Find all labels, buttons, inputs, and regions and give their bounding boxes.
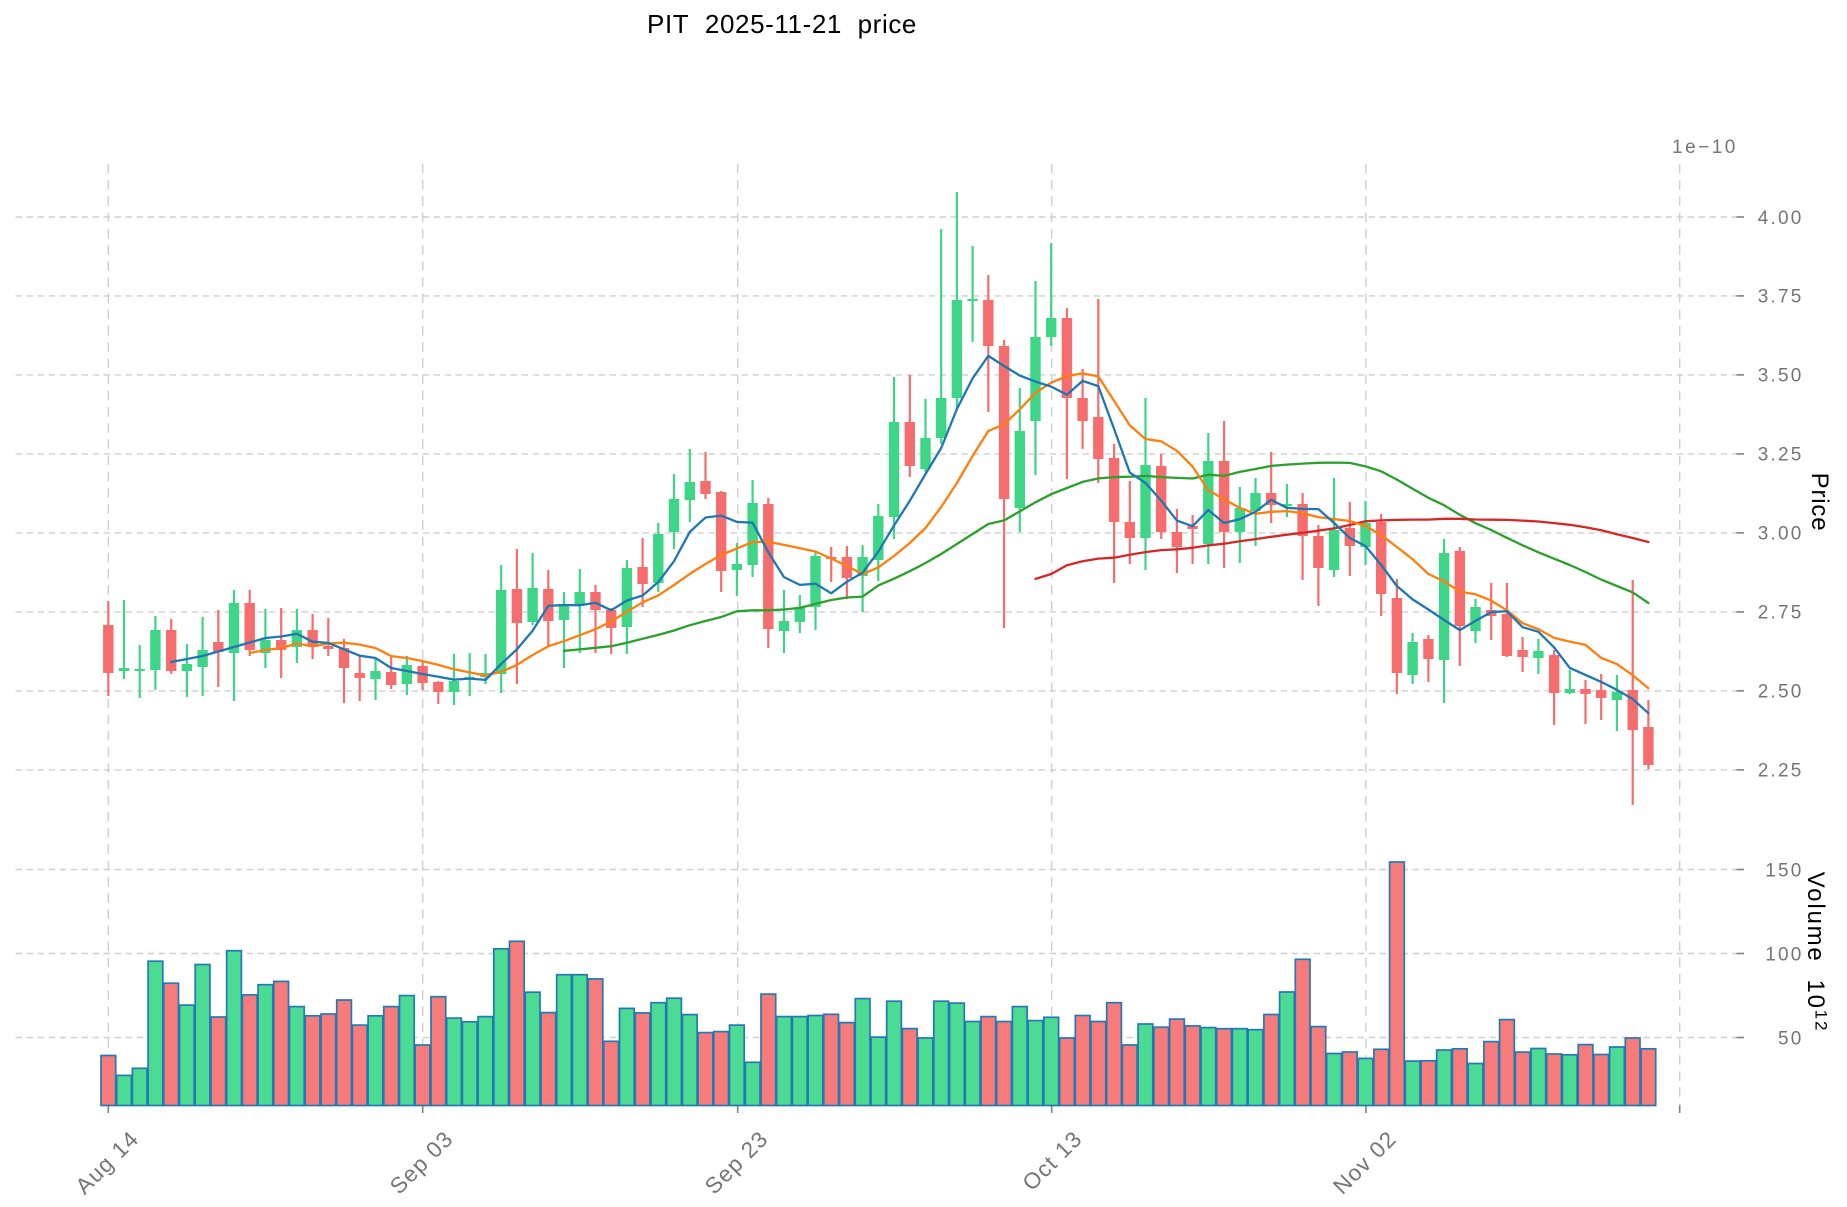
svg-text:100: 100 bbox=[1765, 944, 1803, 965]
svg-text:3.00: 3.00 bbox=[1758, 524, 1804, 545]
svg-text:2.25: 2.25 bbox=[1758, 761, 1804, 782]
svg-text:1e−10: 1e−10 bbox=[1672, 137, 1738, 158]
svg-text:50: 50 bbox=[1778, 1028, 1804, 1049]
svg-text:2.50: 2.50 bbox=[1758, 682, 1804, 703]
svg-text:Price: Price bbox=[1806, 473, 1833, 532]
svg-text:4.00: 4.00 bbox=[1758, 208, 1804, 229]
svg-text:2.75: 2.75 bbox=[1758, 603, 1804, 624]
svg-text:Volume 1012: Volume 1012 bbox=[1802, 872, 1831, 1033]
svg-text:3.25: 3.25 bbox=[1758, 445, 1804, 466]
svg-text:150: 150 bbox=[1765, 860, 1803, 881]
svg-text:3.50: 3.50 bbox=[1758, 366, 1804, 387]
svg-text:PIT 2025-11-21 price: PIT 2025-11-21 price bbox=[647, 9, 917, 39]
svg-text:3.75: 3.75 bbox=[1758, 287, 1804, 308]
